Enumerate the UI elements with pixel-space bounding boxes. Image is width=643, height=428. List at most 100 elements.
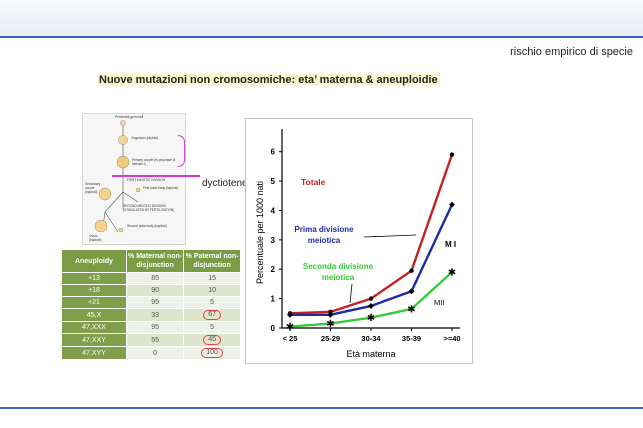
x-tick-label: >=40 [443, 334, 460, 343]
diagram-label: Primordial germ cell [115, 115, 144, 119]
series-label: Seconda divisione [303, 262, 374, 271]
data-point: ✱ [407, 304, 415, 315]
ovum-icon [94, 219, 108, 233]
mii-annotation: MII [434, 298, 444, 307]
diagram-label: FIRST MEIOTIC DIVISION [127, 178, 166, 182]
aneuploidy-cell: +21 [61, 296, 127, 309]
paternal-cell: 67 [183, 308, 241, 322]
diagram-label: Secondary oocyte (haploid) [85, 182, 101, 194]
y-tick-label: 5 [271, 177, 276, 186]
diagram-label: SECOND MEIOTIC DIVISION (STIMULATED BY F… [123, 204, 175, 212]
dictyotene-label: dyctiotene [202, 178, 248, 189]
table-row: 45,X 33 67 [61, 308, 241, 322]
table-row: +13 85 15 [61, 272, 241, 285]
data-point: ✱ [286, 322, 294, 333]
primary-oocyte-icon [116, 155, 130, 169]
y-tick-label: 4 [271, 206, 276, 215]
maternal-cell: 85 [125, 272, 185, 285]
table-row: 47,XYY 0 100 [61, 346, 241, 360]
paternal-cell: 45 [183, 333, 241, 347]
data-point [287, 311, 293, 318]
data-point [368, 296, 374, 301]
oogonium-icon [118, 135, 128, 145]
second-polar-body-icon [118, 227, 124, 233]
y-tick-label: 2 [271, 265, 276, 274]
y-tick-label: 0 [271, 324, 276, 333]
slide-subtitle: rischio empirico di specie [510, 46, 633, 58]
maternal-cell: 95 [125, 296, 185, 309]
y-tick-label: 3 [271, 236, 276, 245]
aneuploidy-cell: +13 [61, 272, 127, 285]
x-tick-label: 35-39 [402, 334, 421, 343]
data-point [408, 288, 415, 295]
circled-value: 100 [201, 348, 223, 358]
y-tick-label: 1 [271, 295, 276, 304]
data-point [449, 201, 455, 208]
column-header: % Maternal non-disjunction [125, 249, 185, 273]
series-label: meiotica [322, 273, 355, 282]
maternal-cell: 0 [125, 346, 185, 360]
data-point [327, 311, 334, 318]
paternal-cell: 10 [183, 284, 241, 297]
diagram-label: Primary oocyte (in prophase of meiosis I… [132, 158, 176, 166]
y-tick-label: 6 [271, 148, 276, 157]
data-point [368, 302, 374, 309]
slide-title: Nuove mutazioni non cromosomiche: eta’ m… [97, 74, 440, 86]
x-axis-title: Età materna [346, 349, 395, 359]
series-line-3 [289, 271, 453, 328]
diagram-label: Ovum (haploid) [89, 234, 102, 242]
data-point [409, 268, 414, 273]
oogenesis-drawing [94, 120, 141, 233]
column-header: % Paternal non-disjunction [183, 249, 241, 273]
paternal-cell: 5 [183, 296, 241, 309]
secondary-oocyte-icon [98, 187, 112, 201]
table-row: +18 90 10 [61, 284, 241, 297]
table-row: 47,XXY 55 45 [61, 333, 241, 347]
x-tick-label: 25-29 [321, 334, 340, 343]
chart-svg: 0 1 2 3 4 5 6 < 25 25-29 30-34 35-39 >=40 Età matern… [255, 129, 461, 359]
dictyotene-brace [178, 135, 185, 167]
paternal-cell: 15 [183, 272, 241, 285]
table-row: +21 95 5 [61, 296, 241, 309]
column-header: Aneuploidy [61, 249, 127, 273]
circled-value: 67 [203, 310, 221, 320]
maternal-age-chart: 0 1 2 3 4 5 6 < 25 25-29 30-34 35-39 >=40 Età matern… [245, 118, 473, 364]
aneuploidy-cell: 47,XXY [61, 333, 127, 347]
diagram-label: First polar body (haploid) [143, 186, 179, 190]
aneuploidy-cell: +18 [61, 284, 127, 297]
series-label: Prima divisione [294, 225, 354, 234]
first-polar-body-icon [135, 187, 141, 193]
aneuploidy-table: Aneuploidy % Maternal non-disjunction % … [61, 249, 241, 360]
maternal-cell: 55 [125, 333, 185, 347]
table-header-row: Aneuploidy % Maternal non-disjunction % … [61, 249, 241, 273]
label-pointer [363, 234, 417, 238]
table-row: 47,XXX 95 5 [61, 321, 241, 334]
maternal-cell: 33 [125, 308, 185, 322]
top-banner [0, 0, 643, 38]
dictyotene-marker-line [112, 175, 200, 177]
series-label: Totale [301, 177, 326, 187]
diagram-label: Oogonium (diploid) [131, 136, 158, 140]
paternal-cell: 100 [183, 346, 241, 360]
maternal-cell: 95 [125, 321, 185, 334]
data-point [449, 152, 455, 157]
aneuploidy-cell: 47,XXX [61, 321, 127, 334]
aneuploidy-cell: 47,XYY [61, 346, 127, 360]
aneuploidy-cell: 45,X [61, 308, 127, 322]
circled-value: 45 [203, 335, 221, 345]
bottom-rule [0, 407, 643, 409]
data-point: ✱ [448, 268, 456, 279]
data-point: ✱ [326, 319, 334, 330]
x-tick-label: 30-34 [361, 334, 381, 343]
oogenesis-diagram: Primordial germ cell Oogonium (diploid) … [82, 113, 186, 245]
label-pointer [349, 283, 353, 304]
maternal-cell: 90 [125, 284, 185, 297]
paternal-cell: 5 [183, 321, 241, 334]
diagram-label: Second polar body (haploid) [127, 224, 167, 228]
mi-annotation: M I [445, 240, 456, 249]
y-axis-title: Percentuale per 1000 nati [255, 181, 265, 284]
x-tick-label: < 25 [283, 334, 298, 343]
data-point: ✱ [367, 313, 375, 324]
germ-cell-icon [120, 120, 126, 126]
series-label: meiotica [308, 236, 341, 245]
